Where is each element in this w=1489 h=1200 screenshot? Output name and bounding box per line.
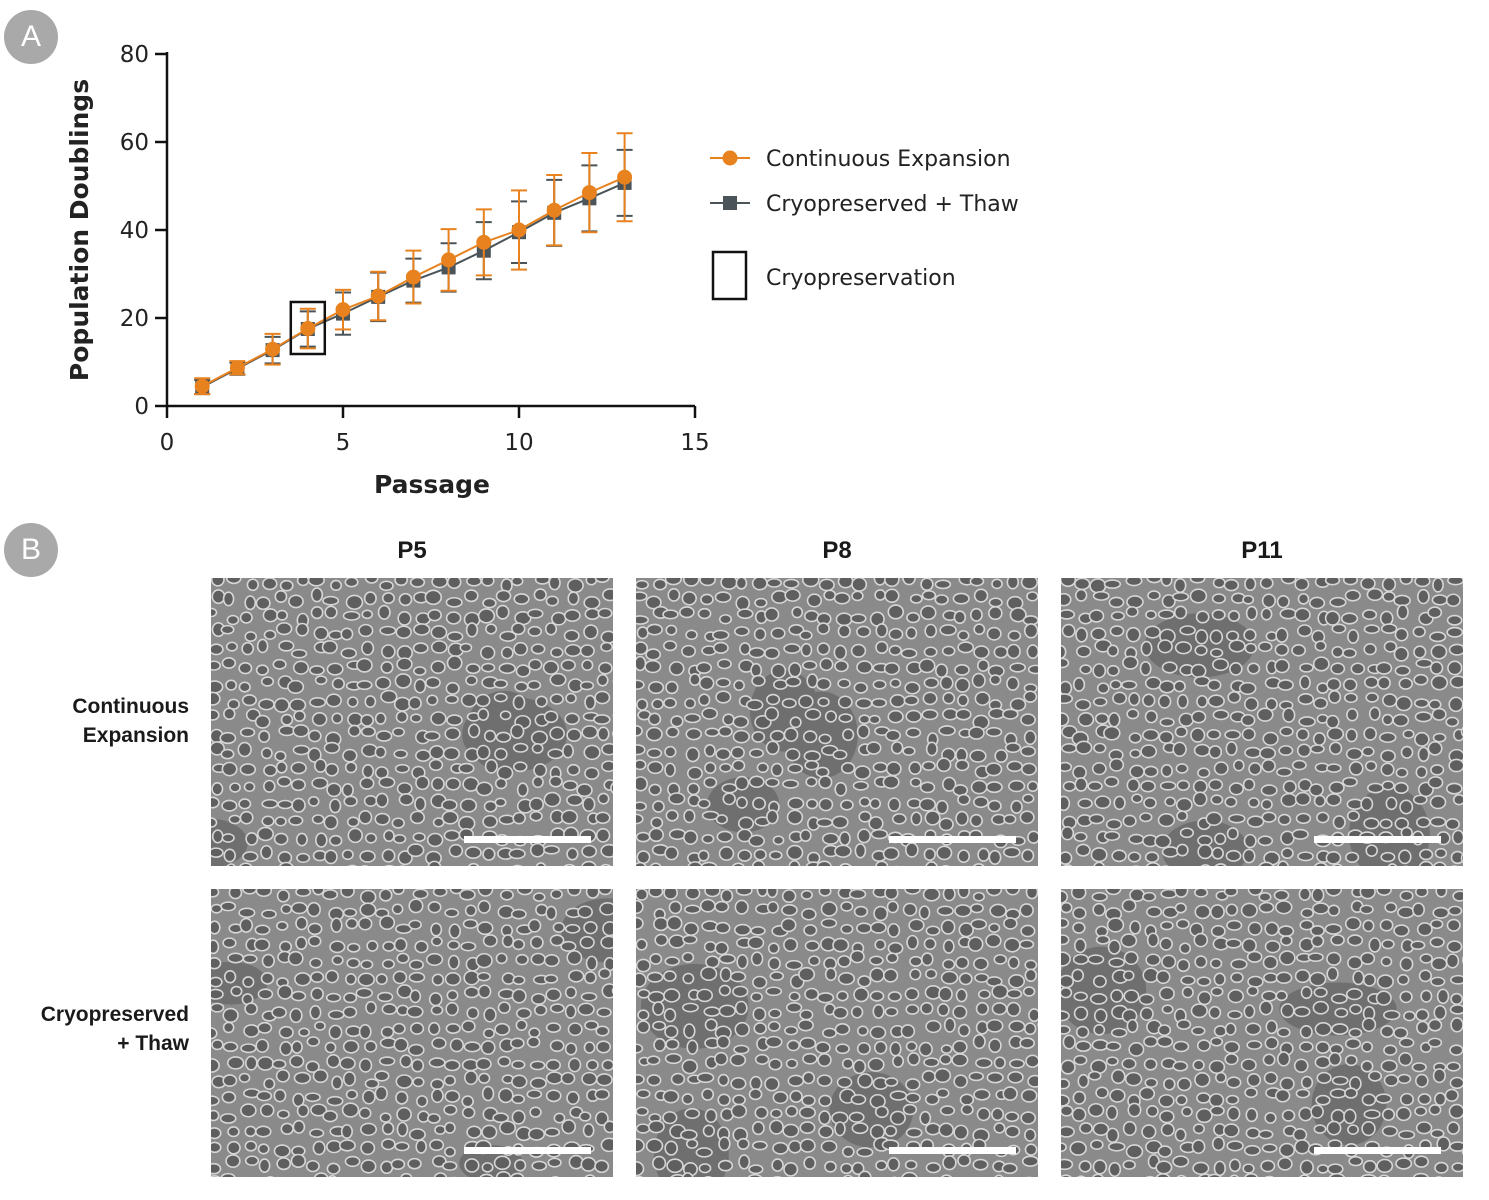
data-point xyxy=(265,341,281,357)
data-point xyxy=(300,321,316,337)
data-point xyxy=(335,302,351,318)
cryopreservation-box xyxy=(289,300,327,356)
y-tick-label: 20 xyxy=(120,306,149,332)
micrograph-cryo-p11 xyxy=(1061,889,1463,1177)
y-tick-label: 0 xyxy=(134,394,149,420)
cell-texture xyxy=(1061,578,1463,866)
cell-texture xyxy=(211,578,613,866)
row-label-cryopreserved-thaw: Cryopreserved + Thaw xyxy=(9,1000,189,1058)
x-tick-label: 15 xyxy=(680,430,709,456)
panel-b-badge: B xyxy=(4,523,58,577)
micrograph-continuous-p5 xyxy=(211,578,613,866)
cell-texture xyxy=(211,889,613,1177)
row-label-cryo-line1: Cryopreserved xyxy=(40,1003,189,1026)
x-tick-label: 5 xyxy=(336,430,351,456)
legend-marker xyxy=(722,150,738,166)
data-point xyxy=(617,169,633,185)
data-point xyxy=(511,222,527,238)
column-title-p5: P5 xyxy=(397,537,427,564)
legend-label: Cryopreservation xyxy=(766,266,956,291)
row-label-continuous-line2: Expansion xyxy=(82,724,189,747)
scale-bar xyxy=(889,836,1016,843)
data-point xyxy=(441,252,457,268)
x-tick-label: 10 xyxy=(504,430,533,456)
legend-marker xyxy=(723,196,737,210)
series-continuous-expansion xyxy=(194,132,633,396)
data-point xyxy=(370,288,386,304)
panel-a-badge: A xyxy=(4,10,58,64)
cell-texture xyxy=(1061,889,1463,1177)
legend-label: Cryopreserved + Thaw xyxy=(766,192,1019,217)
legend: Continuous Expansion Cryopreserved + Thaw… xyxy=(710,147,1019,301)
scale-bar xyxy=(464,836,591,843)
scale-bar xyxy=(1314,836,1441,843)
y-tick-label: 80 xyxy=(120,42,149,68)
micrograph-cryo-p5 xyxy=(211,889,613,1177)
data-point xyxy=(405,269,421,285)
x-tick-label: 0 xyxy=(160,430,175,456)
scale-bar xyxy=(464,1147,591,1154)
data-point xyxy=(476,234,492,250)
row-label-cryo-line2: + Thaw xyxy=(117,1032,189,1055)
legend-label: Continuous Expansion xyxy=(766,147,1011,172)
row-label-continuous-expansion: Continuous Expansion xyxy=(9,692,189,750)
cell-texture xyxy=(636,578,1038,866)
x-axis-label: Passage xyxy=(374,470,490,499)
column-title-p8: P8 xyxy=(822,537,852,564)
micrograph-cryo-p8 xyxy=(636,889,1038,1177)
y-tick-label: 40 xyxy=(120,218,149,244)
scale-bar xyxy=(1314,1147,1441,1154)
data-point xyxy=(581,185,597,201)
legend-box-marker xyxy=(711,250,748,301)
cell-texture xyxy=(636,889,1038,1177)
row-label-continuous-line1: Continuous xyxy=(72,695,189,718)
micrograph-continuous-p11 xyxy=(1061,578,1463,866)
data-point xyxy=(194,378,210,394)
data-point xyxy=(546,202,562,218)
data-point xyxy=(229,360,245,376)
y-tick-label: 60 xyxy=(120,130,149,156)
y-axis-label: Population Doublings xyxy=(65,79,94,381)
column-title-p11: P11 xyxy=(1241,537,1283,564)
micrograph-continuous-p8 xyxy=(636,578,1038,866)
population-doublings-chart: 0 20 40 60 80 0 5 10 15 Passage Population Doublin… xyxy=(65,42,1019,499)
scale-bar xyxy=(889,1147,1016,1154)
